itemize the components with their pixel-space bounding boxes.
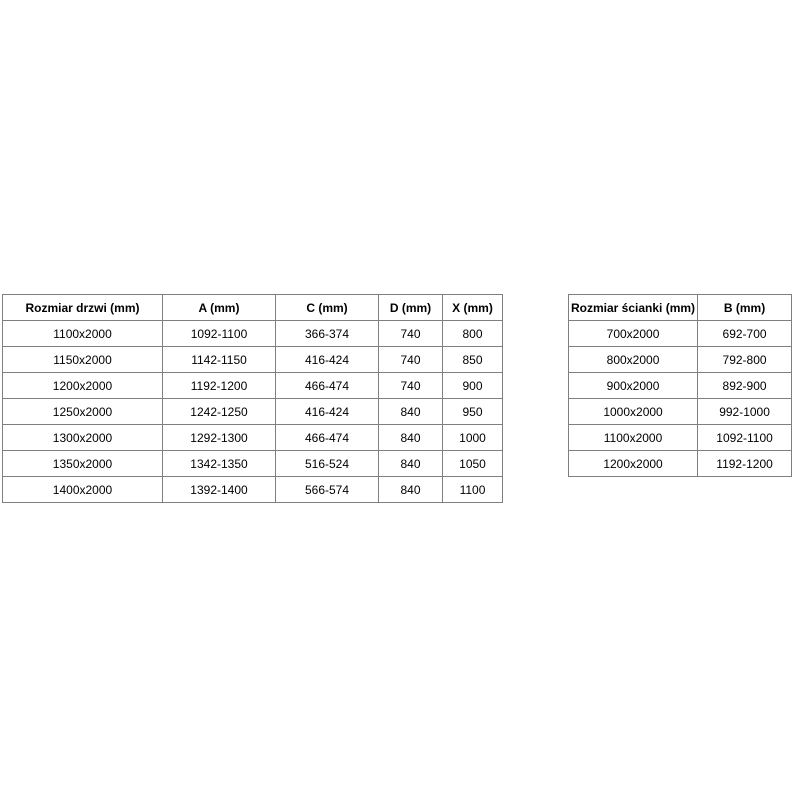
- door-table-row: 1350x2000 1342-1350 516-524 840 1050: [2, 450, 503, 477]
- door-table-cell: 466-474: [275, 424, 379, 451]
- door-table-header-size: Rozmiar drzwi (mm): [2, 294, 163, 321]
- door-table-cell: 840: [378, 398, 443, 425]
- wall-table-row: 1000x2000 992-1000: [567, 398, 793, 425]
- wall-table-cell: 892-900: [697, 372, 793, 399]
- door-size-table: Rozmiar drzwi (mm) A (mm) C (mm) D (mm) …: [2, 294, 503, 503]
- door-table-cell: 1000: [442, 424, 503, 451]
- wall-table-row: 900x2000 892-900: [567, 372, 793, 399]
- door-table-row: 1150x2000 1142-1150 416-424 740 850: [2, 346, 503, 373]
- door-table-cell: 1250x2000: [2, 398, 163, 425]
- door-table-cell: 1100x2000: [2, 320, 163, 347]
- wall-table-row: 800x2000 792-800: [567, 346, 793, 373]
- door-table-row: 1400x2000 1392-1400 566-574 840 1100: [2, 476, 503, 503]
- door-table-cell: 840: [378, 424, 443, 451]
- wall-table-cell: 1100x2000: [567, 424, 699, 451]
- door-table-cell: 566-574: [275, 476, 379, 503]
- wall-table-cell: 1192-1200: [697, 450, 793, 477]
- door-table-cell: 1200x2000: [2, 372, 163, 399]
- door-table-cell: 740: [378, 372, 443, 399]
- door-table-cell: 900: [442, 372, 503, 399]
- wall-table-cell: 900x2000: [567, 372, 699, 399]
- door-table-cell: 950: [442, 398, 503, 425]
- door-table-cell: 1100: [442, 476, 503, 503]
- wall-table-row: 1200x2000 1192-1200: [567, 450, 793, 477]
- door-table-row: 1200x2000 1192-1200 466-474 740 900: [2, 372, 503, 399]
- door-table-header-d: D (mm): [378, 294, 443, 321]
- door-table-cell: 1192-1200: [162, 372, 276, 399]
- wall-table-cell: 1000x2000: [567, 398, 699, 425]
- wall-table-header-b: B (mm): [697, 294, 793, 321]
- door-table-cell: 416-424: [275, 346, 379, 373]
- door-table-cell: 1300x2000: [2, 424, 163, 451]
- door-table-cell: 1142-1150: [162, 346, 276, 373]
- door-table-cell: 1092-1100: [162, 320, 276, 347]
- door-table-cell: 840: [378, 450, 443, 477]
- door-table-cell: 366-374: [275, 320, 379, 347]
- door-table-cell: 516-524: [275, 450, 379, 477]
- door-table-cell: 1050: [442, 450, 503, 477]
- wall-table-header-row: Rozmiar ścianki (mm) B (mm): [567, 294, 793, 321]
- door-table-row: 1250x2000 1242-1250 416-424 840 950: [2, 398, 503, 425]
- wall-table-header-size: Rozmiar ścianki (mm): [567, 294, 699, 321]
- door-table-cell: 1342-1350: [162, 450, 276, 477]
- door-table-cell: 740: [378, 346, 443, 373]
- wall-table-cell: 792-800: [697, 346, 793, 373]
- wall-table-cell: 1200x2000: [567, 450, 699, 477]
- door-table-cell: 840: [378, 476, 443, 503]
- door-table-header-x: X (mm): [442, 294, 503, 321]
- door-table-cell: 1150x2000: [2, 346, 163, 373]
- door-table-header-a: A (mm): [162, 294, 276, 321]
- door-table-header-row: Rozmiar drzwi (mm) A (mm) C (mm) D (mm) …: [2, 294, 503, 321]
- door-table-cell: 416-424: [275, 398, 379, 425]
- door-table-cell: 1242-1250: [162, 398, 276, 425]
- wall-table-row: 1100x2000 1092-1100: [567, 424, 793, 451]
- wall-table-cell: 800x2000: [567, 346, 699, 373]
- door-table-cell: 1350x2000: [2, 450, 163, 477]
- door-table-cell: 1392-1400: [162, 476, 276, 503]
- door-table-header-c: C (mm): [275, 294, 379, 321]
- wall-table-row: 700x2000 692-700: [567, 320, 793, 347]
- door-table-row: 1100x2000 1092-1100 366-374 740 800: [2, 320, 503, 347]
- wall-size-table: Rozmiar ścianki (mm) B (mm) 700x2000 692…: [567, 294, 793, 477]
- wall-table-cell: 700x2000: [567, 320, 699, 347]
- door-table-cell: 1400x2000: [2, 476, 163, 503]
- door-table-cell: 740: [378, 320, 443, 347]
- wall-table-cell: 1092-1100: [697, 424, 793, 451]
- wall-table-cell: 992-1000: [697, 398, 793, 425]
- door-table-cell: 800: [442, 320, 503, 347]
- wall-table-cell: 692-700: [697, 320, 793, 347]
- door-table-cell: 466-474: [275, 372, 379, 399]
- door-table-cell: 850: [442, 346, 503, 373]
- door-table-row: 1300x2000 1292-1300 466-474 840 1000: [2, 424, 503, 451]
- door-table-cell: 1292-1300: [162, 424, 276, 451]
